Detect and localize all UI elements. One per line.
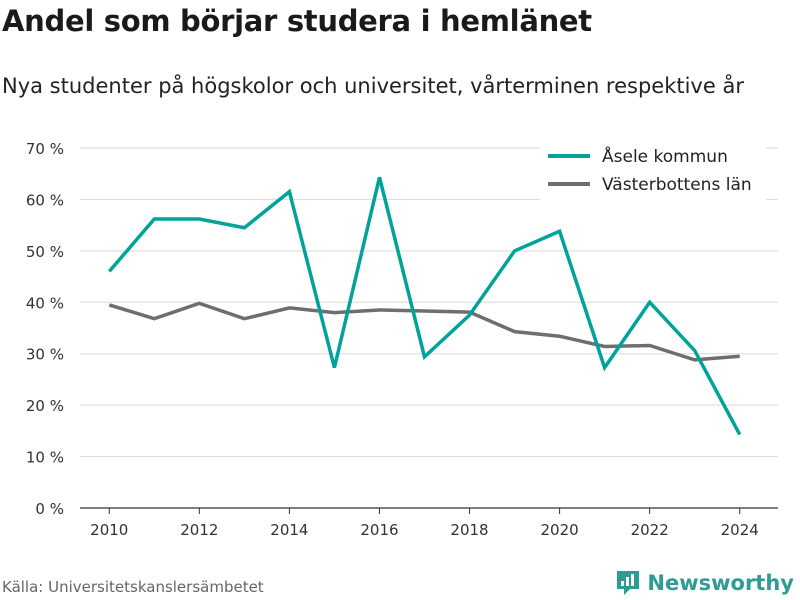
y-tick-label: 60 %	[26, 191, 64, 209]
chart-subtitle: Nya studenter på högskolor och universit…	[2, 74, 744, 98]
brand-logo: Newsworthy	[615, 569, 794, 597]
y-tick-label: 50 %	[26, 243, 64, 261]
source-note: Källa: Universitetskanslersämbetet	[2, 578, 264, 596]
series-line-vasterbottens-lan	[108, 301, 740, 362]
y-tick-label: 20 %	[26, 397, 64, 415]
brand-name: Newsworthy	[647, 571, 794, 595]
y-tick-label: 30 %	[26, 346, 64, 364]
x-tick-label: 2010	[90, 521, 128, 539]
legend-label-asele-kommun: Åsele kommun	[602, 145, 728, 167]
series-lines	[107, 176, 742, 436]
legend: Åsele kommun Västerbottens län	[540, 138, 766, 200]
y-tick-label: 0 %	[35, 500, 64, 518]
x-axis-ticks: 2010 2012 2014 2016 2018 2020 2022 2024	[90, 508, 759, 539]
legend-background	[540, 138, 766, 200]
x-tick-label: 2014	[270, 521, 308, 539]
x-tick-label: 2018	[450, 521, 488, 539]
newsworthy-logo-icon	[617, 571, 640, 595]
y-tick-label: 40 %	[26, 294, 64, 312]
y-axis-ticks: 0 % 10 % 20 % 30 % 40 % 50 % 60 % 70 %	[26, 140, 64, 518]
x-tick-label: 2012	[180, 521, 218, 539]
x-tick-label: 2024	[721, 521, 759, 539]
x-tick-label: 2016	[360, 521, 398, 539]
y-tick-label: 70 %	[26, 140, 64, 158]
x-tick-label: 2020	[540, 521, 578, 539]
x-tick-label: 2022	[631, 521, 669, 539]
series-line-asele-kommun	[107, 176, 742, 436]
chart-title: Andel som börjar studera i hemlänet	[2, 4, 592, 38]
y-tick-label: 10 %	[26, 449, 64, 467]
legend-label-vasterbottens-lan: Västerbottens län	[602, 175, 752, 195]
